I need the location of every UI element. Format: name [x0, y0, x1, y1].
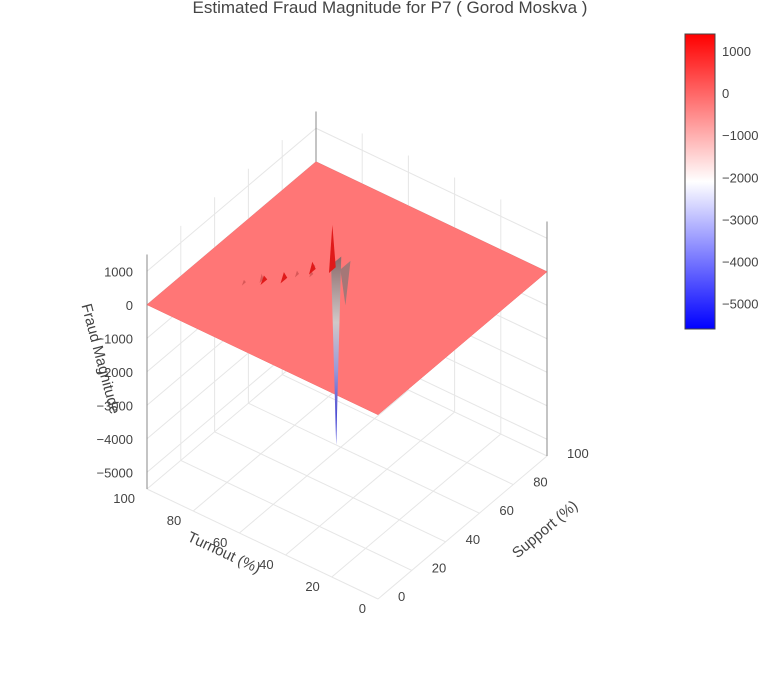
- colorbar-tick-label: −1000: [722, 128, 759, 143]
- surface-trough: [340, 260, 351, 306]
- y-tick-label: 80: [167, 513, 181, 528]
- colorbar-tick-label: −5000: [722, 297, 759, 312]
- colorbar-tick-label: −3000: [722, 212, 759, 227]
- x-tick-label: 40: [466, 532, 480, 547]
- chart-title: Estimated Fraud Magnitude for P7 ( Gorod…: [193, 0, 588, 17]
- surface-peak: [328, 224, 336, 273]
- y-tick-label: 20: [305, 579, 319, 594]
- surface-peak: [280, 272, 288, 284]
- z-tick-label: −5000: [96, 465, 133, 480]
- z-tick-label: 0: [126, 298, 133, 313]
- z-tick-label: −3000: [96, 398, 133, 413]
- colorbar-tick-label: −4000: [722, 255, 759, 270]
- axis-ticks: 10000−1000−2000−3000−4000−50000204060801…: [96, 264, 588, 616]
- z-tick-label: −1000: [96, 331, 133, 346]
- colorbar-tick-label: −2000: [722, 170, 759, 185]
- x-tick-label: 0: [398, 589, 405, 604]
- surface-plot: [146, 161, 548, 445]
- y-tick-label: 40: [259, 557, 273, 572]
- y-tick-label: 60: [213, 535, 227, 550]
- x-axis-label: Support (%): [509, 497, 581, 561]
- colorbar-tick-label: 1000: [722, 44, 751, 59]
- z-tick-label: −2000: [96, 365, 133, 380]
- y-tick-label: 0: [359, 601, 366, 616]
- colorbar-gradient: [684, 33, 716, 330]
- z-tick-label: −4000: [96, 432, 133, 447]
- x-tick-label: 100: [567, 446, 589, 461]
- y-tick-label: 100: [113, 491, 135, 506]
- colorbar: 1000 0 −1000 −2000 −3000 −4000 −5000: [684, 33, 759, 330]
- x-tick-label: 20: [432, 560, 446, 575]
- x-tick-label: 80: [533, 475, 547, 490]
- surface-ripple: [294, 270, 299, 278]
- surface-ripple: [309, 271, 314, 278]
- surface-peak: [260, 275, 268, 286]
- surface-peak: [308, 261, 316, 275]
- surface-trough: [331, 256, 342, 445]
- colorbar-tick-label: 0: [722, 86, 729, 101]
- surface-ripple: [259, 273, 264, 283]
- surface-ripple: [241, 279, 246, 286]
- x-tick-label: 60: [499, 503, 513, 518]
- z-tick-label: 1000: [104, 264, 133, 279]
